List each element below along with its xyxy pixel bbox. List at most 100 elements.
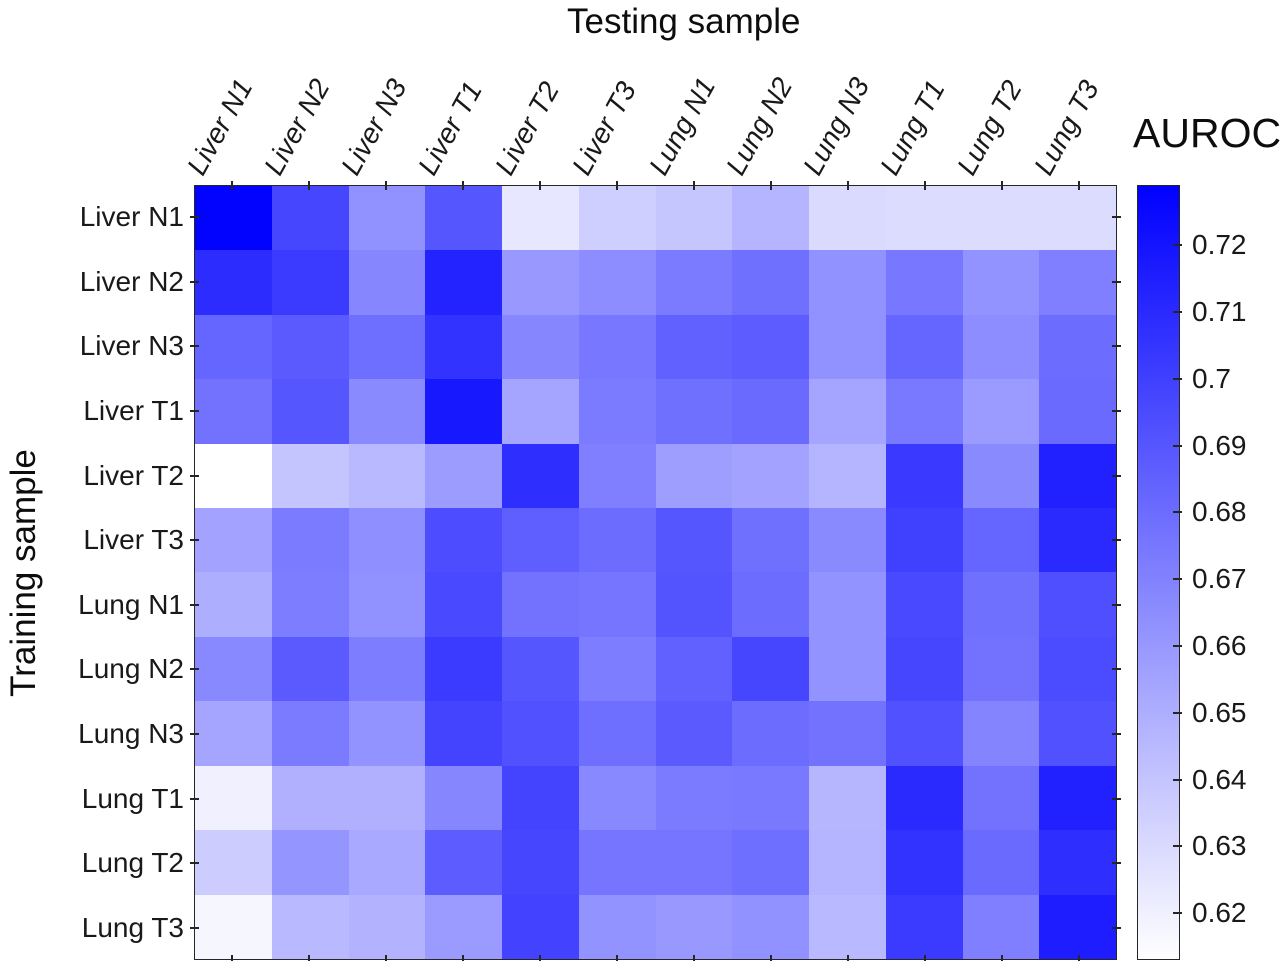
tick-mark (1112, 797, 1121, 800)
tick-mark (308, 181, 311, 190)
heatmap-cell (425, 636, 502, 702)
heatmap-cell (655, 250, 733, 315)
heatmap-cell (655, 830, 733, 895)
heatmap-cell (1039, 508, 1116, 573)
heatmap-cell (1039, 443, 1116, 509)
tick-mark (1173, 244, 1182, 247)
colorbar-tick-label: 0.69 (1192, 429, 1247, 461)
tick-mark (769, 955, 772, 961)
heatmap-cell (655, 186, 733, 251)
heatmap-cell (655, 894, 733, 959)
heatmap-cell (1039, 314, 1116, 380)
heatmap-cell (1039, 186, 1116, 251)
colorbar-tick-label: 0.67 (1192, 563, 1247, 595)
heatmap-cell (578, 250, 656, 315)
heatmap-cell (885, 314, 963, 380)
heatmap-cell (195, 250, 272, 315)
colorbar-title: AUROC (1133, 110, 1280, 156)
colorbar-tick-label: 0.63 (1192, 830, 1247, 862)
heatmap-cell (425, 186, 502, 251)
x-tick-label: Lung T2 (950, 75, 1028, 180)
heatmap-cell (502, 314, 579, 380)
tick-mark (190, 603, 199, 606)
heatmap-cell (655, 701, 733, 766)
tick-mark (846, 181, 849, 190)
heatmap-cell (425, 250, 502, 315)
heatmap-cell (1039, 765, 1116, 831)
heatmap-cell (885, 765, 963, 831)
tick-mark (308, 955, 311, 961)
colorbar-tick-label: 0.71 (1192, 295, 1247, 327)
heatmap-cell (809, 314, 886, 380)
y-tick-label: Lung N3 (78, 717, 184, 749)
heatmap-cell (425, 379, 502, 444)
heatmap-cell (348, 636, 426, 702)
heatmap-cell (578, 379, 656, 444)
heatmap-cell (502, 572, 579, 637)
heatmap-cell (732, 636, 809, 702)
tick-mark (1173, 511, 1182, 514)
heatmap-cell (732, 314, 809, 380)
heatmap-cell (425, 701, 502, 766)
heatmap-cell (578, 894, 656, 959)
x-tick-label: Lung N1 (642, 72, 722, 180)
tick-mark (1077, 955, 1080, 961)
heatmap-cell (348, 894, 426, 959)
heatmap-cell (502, 830, 579, 895)
y-tick-label: Lung N2 (78, 653, 184, 685)
heatmap-cell (809, 186, 886, 251)
heatmap-cell (655, 314, 733, 380)
tick-mark (190, 280, 199, 283)
colorbar-tick-label: 0.66 (1192, 629, 1247, 661)
heatmap-cell (809, 636, 886, 702)
tick-mark (616, 181, 619, 190)
heatmap-cell (885, 250, 963, 315)
heatmap-cell (425, 765, 502, 831)
heatmap-cell (195, 830, 272, 895)
heatmap-cell (425, 314, 502, 380)
heatmap-cell (348, 765, 426, 831)
heatmap-cell (655, 636, 733, 702)
tick-mark (190, 926, 199, 929)
heatmap-cell (655, 379, 733, 444)
x-tick-label: Liver N1 (181, 73, 260, 180)
tick-mark (1000, 181, 1003, 190)
heatmap-grid (194, 185, 1117, 960)
heatmap-cell (348, 379, 426, 444)
heatmap-cell (1039, 572, 1116, 637)
heatmap-cell (732, 572, 809, 637)
heatmap-cell (655, 765, 733, 831)
tick-mark (190, 410, 199, 413)
y-tick-label: Lung T3 (81, 911, 184, 943)
tick-mark (923, 955, 926, 961)
heatmap-cell (348, 443, 426, 509)
heatmap-cell (348, 250, 426, 315)
heatmap-cell (1039, 250, 1116, 315)
heatmap-cell (578, 508, 656, 573)
heatmap-cell (962, 250, 1040, 315)
heatmap-cell (271, 636, 349, 702)
tick-mark (190, 474, 199, 477)
tick-mark (190, 345, 199, 348)
heatmap-cell (885, 443, 963, 509)
tick-mark (1112, 862, 1121, 865)
heatmap-cell (502, 508, 579, 573)
y-tick-label: Liver N2 (79, 265, 184, 297)
tick-mark (1173, 444, 1182, 447)
heatmap-cell (732, 701, 809, 766)
heatmap-cell (195, 636, 272, 702)
tick-mark (1112, 668, 1121, 671)
heatmap-cell (885, 894, 963, 959)
y-tick-label: Lung N1 (78, 588, 184, 620)
heatmap-cell (195, 186, 272, 251)
tick-mark (190, 539, 199, 542)
heatmap-cell (195, 894, 272, 959)
heatmap-cell (885, 508, 963, 573)
heatmap-cell (732, 894, 809, 959)
tick-mark (1173, 711, 1182, 714)
heatmap-cell (271, 572, 349, 637)
y-tick-label: Liver N3 (79, 330, 184, 362)
x-tick-label: Liver N3 (335, 73, 413, 180)
heatmap-cell (502, 250, 579, 315)
tick-mark (1112, 280, 1121, 283)
